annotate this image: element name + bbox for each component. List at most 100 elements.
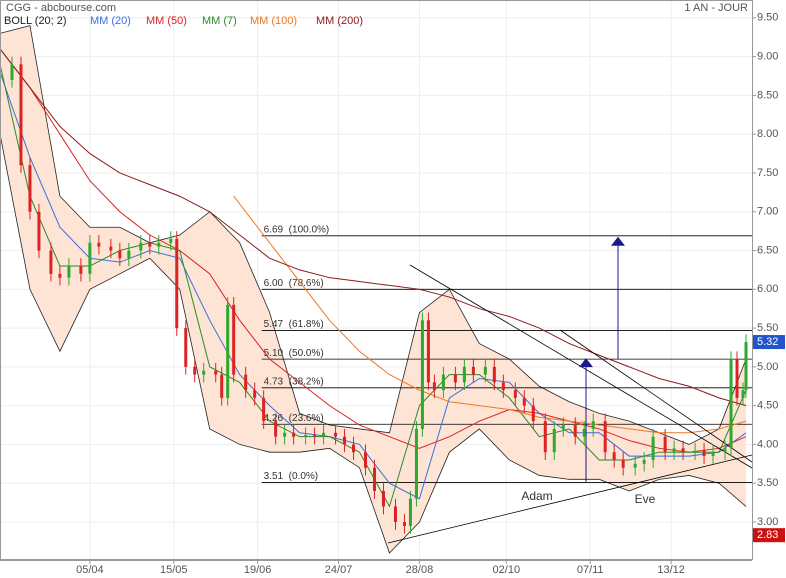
candle-body — [226, 304, 230, 398]
candle-body — [28, 165, 32, 212]
candle-body — [127, 250, 131, 259]
candle-body — [79, 266, 83, 274]
candle-body — [552, 428, 556, 453]
candle-body — [49, 250, 53, 274]
candle-body — [157, 242, 161, 247]
legend-entry: MM (7) — [202, 15, 237, 27]
candle-body — [591, 421, 595, 429]
fibonacci-label: 6.69 (100.0%) — [264, 224, 330, 235]
candle-body — [663, 436, 667, 453]
candle-body — [582, 428, 586, 437]
candle-body — [19, 64, 23, 166]
candle-body — [621, 459, 625, 468]
candle-body — [97, 242, 101, 247]
plot-frame — [0, 0, 753, 560]
fibonacci-label: 4.26 (23.6%) — [264, 413, 324, 424]
candle-body — [334, 432, 338, 437]
y-tick-label: 3.50 — [757, 477, 778, 489]
fibonacci-label: 6.00 (78.6%) — [264, 278, 324, 289]
candle-body — [253, 390, 257, 398]
candle-body — [573, 425, 577, 437]
candle-body — [193, 366, 197, 375]
candle-body — [381, 490, 385, 507]
x-tick-label: 13/12 — [657, 564, 685, 576]
candle-body — [513, 390, 517, 398]
candle-body — [414, 428, 418, 499]
candle-body — [373, 467, 377, 491]
candle-body — [402, 521, 406, 526]
x-tick-label: 05/04 — [76, 564, 104, 576]
y-tick-label: 9.00 — [757, 51, 778, 63]
price-label: 2.83 — [757, 529, 778, 541]
overlay: 3.00 3.50 4.00 4.50 5.00 5.50 6.00 6.50 7.00 7.50… — [4, 12, 785, 576]
legend-entry: MM (200) — [316, 15, 363, 27]
candle-body — [274, 421, 278, 437]
candle-body — [283, 432, 287, 437]
candle-body — [426, 320, 430, 383]
x-tick-label: 07/11 — [577, 564, 604, 576]
legend-entry: BOLL (20; 2) — [4, 15, 67, 27]
candle-body — [322, 432, 326, 437]
candle-body — [735, 359, 739, 398]
arrow-head — [611, 236, 625, 246]
candle-body — [543, 421, 547, 453]
candle-body — [202, 370, 206, 375]
candle-body — [693, 450, 697, 453]
annotation: Eve — [635, 492, 656, 506]
candle-body — [139, 242, 143, 251]
y-tick-label: 7.50 — [757, 167, 778, 179]
trend-line — [559, 329, 752, 463]
candle-body — [672, 448, 676, 453]
candle-body — [67, 266, 71, 278]
candle-body — [244, 374, 248, 391]
legend-entry: MM (50) — [146, 15, 187, 27]
y-tick-label: 5.00 — [757, 361, 778, 373]
chart-title: CGG - abcbourse.com — [6, 2, 116, 14]
candle-body — [561, 425, 565, 429]
candle-body — [522, 397, 526, 406]
y-tick-label: 8.00 — [757, 128, 778, 140]
candle-body — [169, 238, 173, 243]
candle-body — [432, 382, 436, 391]
price-label: 5.32 — [757, 336, 778, 348]
fibonacci-label: 5.10 (50.0%) — [264, 348, 324, 359]
trend-line — [387, 454, 752, 544]
y-tick-label: 6.50 — [757, 244, 778, 256]
candle-body — [262, 397, 266, 422]
x-tick-label: 19/06 — [244, 564, 272, 576]
candle-body — [408, 498, 412, 526]
candle-body — [232, 304, 236, 375]
candle-body — [603, 421, 607, 453]
candle-body — [393, 506, 397, 522]
y-tick-label: 9.50 — [757, 12, 778, 24]
candle-body — [304, 435, 308, 437]
annotation: Adam — [521, 489, 552, 503]
y-tick-label: 7.00 — [757, 206, 778, 218]
plot-area: 6.69 (100.0%) 6.00 (78.6%) 5.47 (61.8%) 5.1… — [0, 25, 752, 554]
candle-body — [292, 432, 296, 437]
candle-body — [88, 242, 92, 274]
period-label: 1 AN - JOUR — [684, 2, 748, 14]
candle-body — [214, 370, 218, 375]
candle-body — [483, 366, 487, 375]
x-tick-label: 28/08 — [406, 564, 434, 576]
candle-body — [352, 444, 356, 453]
candle-body — [148, 242, 152, 247]
candle-body — [343, 436, 347, 445]
candle-body — [501, 382, 505, 391]
arrow-head — [579, 358, 593, 368]
y-tick-label: 3.00 — [757, 516, 778, 528]
candle-body — [471, 366, 475, 375]
ma-line — [0, 48, 747, 407]
x-tick-label: 02/10 — [493, 564, 521, 576]
candle-body — [681, 448, 685, 453]
legend-entry: MM (100) — [250, 15, 297, 27]
candle-body — [531, 405, 535, 422]
y-tick-label: 8.50 — [757, 89, 778, 101]
candle-body — [175, 238, 179, 329]
candle-body — [420, 320, 424, 429]
price-box — [753, 528, 785, 543]
x-tick-label: 24/07 — [325, 564, 353, 576]
candle-body — [10, 64, 14, 80]
